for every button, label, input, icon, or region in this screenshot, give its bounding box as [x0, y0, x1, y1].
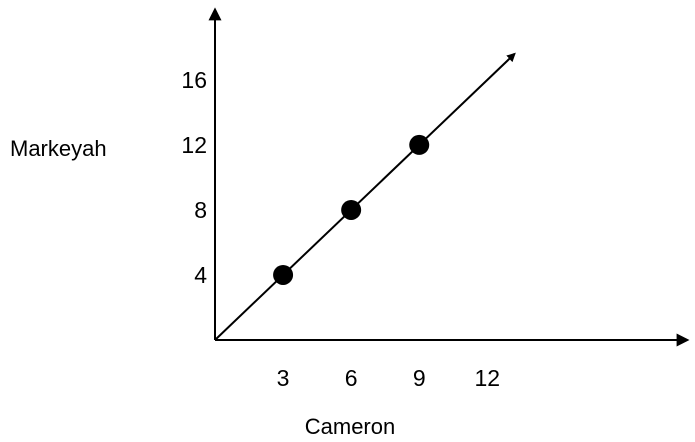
x-tick-labels: 3 6 9 12 — [277, 365, 500, 391]
y-tick-label-4: 4 — [194, 262, 207, 288]
data-point-1 — [273, 264, 294, 285]
data-point-2 — [341, 199, 362, 220]
x-tick-label-12: 12 — [475, 365, 501, 391]
trend-line — [214, 52, 516, 341]
x-tick-label-3: 3 — [277, 365, 290, 391]
data-point-3 — [409, 134, 430, 155]
x-axis-title: Cameron — [305, 414, 395, 439]
x-tick-label-9: 9 — [413, 365, 426, 391]
x-tick-label-6: 6 — [345, 365, 358, 391]
y-tick-label-8: 8 — [194, 197, 207, 223]
y-tick-label-16: 16 — [181, 67, 207, 93]
y-tick-labels: 4 8 12 16 — [181, 67, 207, 288]
data-points — [273, 134, 430, 285]
y-axis-title: Markeyah — [10, 136, 107, 161]
y-tick-label-12: 12 — [181, 132, 207, 158]
